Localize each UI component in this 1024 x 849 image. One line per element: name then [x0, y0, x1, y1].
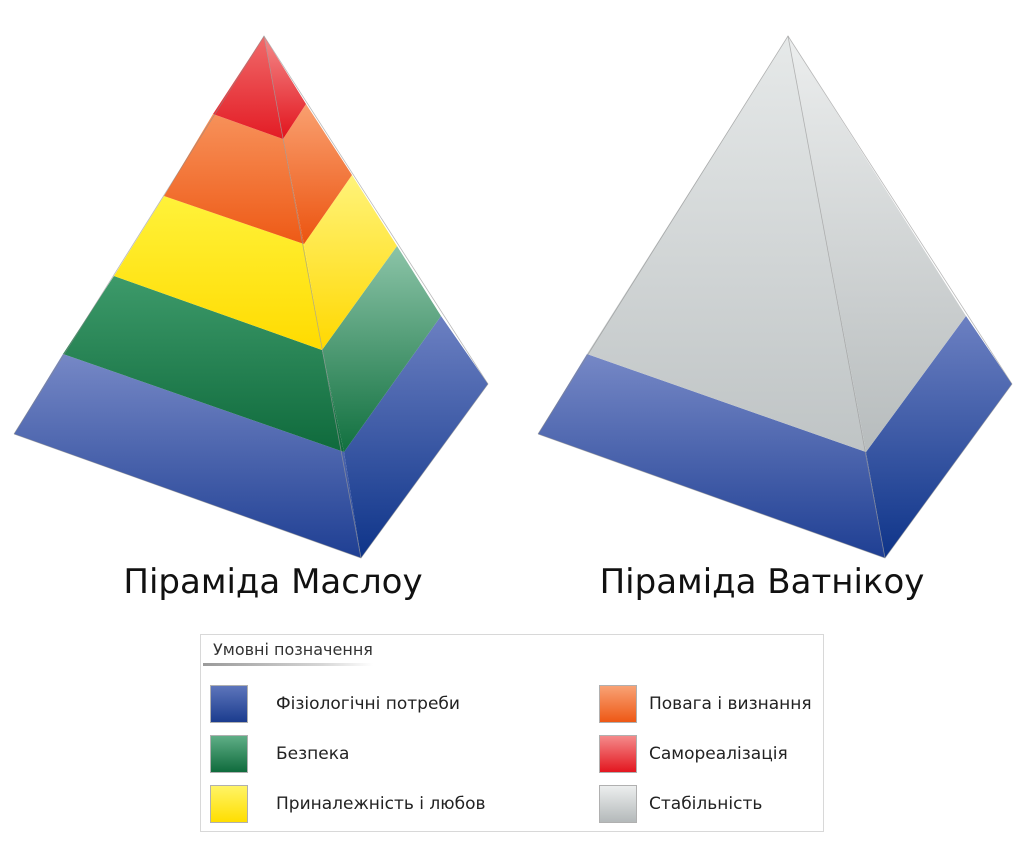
- vatnikov-center-edge: [787, 35, 886, 559]
- legend-label-self-actualization: Самореалізація: [649, 744, 788, 764]
- legend-label-belonging: Приналежність і любов: [276, 794, 486, 814]
- maslow-layer-physiological-side: [344, 316, 488, 558]
- legend-swatch-esteem: [599, 685, 637, 723]
- legend-swatch-belonging: [210, 785, 248, 823]
- maslow-layer-safety-side: [322, 246, 441, 452]
- maslow-layer-esteem-side: [283, 104, 352, 244]
- legend-title: Умовні позначення: [213, 640, 373, 659]
- maslow-layer-self-actualization-front: [213, 36, 283, 139]
- legend-label-esteem: Повага і визнання: [649, 694, 812, 714]
- vatnikov-edges: [537, 35, 1013, 559]
- maslow-pyramid: [13, 35, 489, 559]
- legend-label-stability: Стабільність: [649, 794, 763, 814]
- maslow-layer-belonging-side: [304, 175, 397, 350]
- legend-label-physiological: Фізіологічні потреби: [276, 694, 460, 714]
- legend-title-underline: [203, 663, 373, 666]
- legend-swatch-physiological: [210, 685, 248, 723]
- maslow-layer-safety-front: [63, 276, 344, 452]
- maslow-pyramid-title: Піраміда Маслоу: [123, 562, 423, 602]
- legend-swatch-self-actualization: [599, 735, 637, 773]
- legend-swatch-safety: [210, 735, 248, 773]
- maslow-edges: [13, 35, 489, 559]
- maslow-layer-self-actualization-side: [264, 36, 306, 139]
- vatnikov-pyramid: [537, 35, 1013, 559]
- legend-swatch-stability: [599, 785, 637, 823]
- vatnikov-layer-physiological-front: [538, 354, 885, 558]
- vatnikov-pyramid-title: Піраміда Ватнікоу: [599, 562, 925, 602]
- vatnikov-layer-stability-front: [587, 36, 866, 452]
- legend: Умовні позначення Фізіологічні потреби Б…: [200, 634, 824, 832]
- vatnikov-layer-physiological-side: [866, 316, 1012, 558]
- maslow-layer-esteem-front: [164, 114, 304, 244]
- maslow-layer-physiological-front: [14, 354, 361, 558]
- legend-label-safety: Безпека: [276, 744, 350, 764]
- maslow-center-edge: [263, 35, 362, 559]
- maslow-layer-belonging-front: [114, 196, 322, 350]
- pyramids-illustration: [13, 35, 1013, 559]
- vatnikov-layer-stability-side: [788, 36, 966, 452]
